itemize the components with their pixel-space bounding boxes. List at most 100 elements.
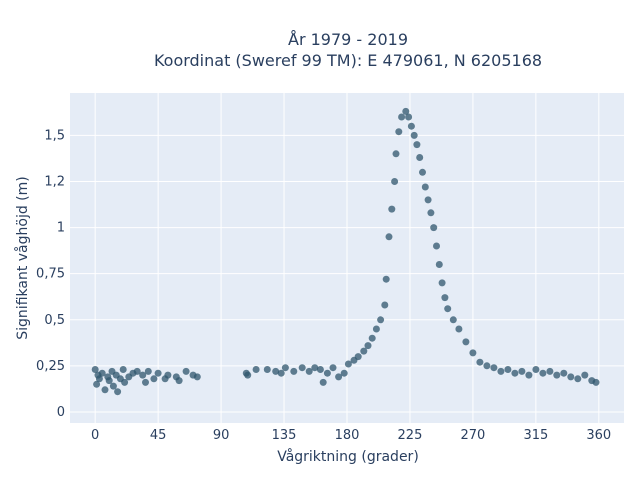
data-point: [567, 373, 575, 381]
data-point: [372, 325, 380, 333]
data-point: [335, 373, 343, 381]
data-point: [93, 380, 101, 388]
data-point: [433, 242, 440, 250]
data-point: [144, 367, 152, 375]
x-tick-label: 180: [335, 428, 360, 443]
x-tick-label: 270: [460, 428, 485, 443]
data-point: [449, 316, 457, 324]
data-point: [139, 371, 147, 379]
data-point: [398, 113, 406, 121]
y-tick-label: 1: [57, 221, 65, 236]
data-point: [560, 369, 568, 377]
data-point: [272, 367, 280, 375]
data-point: [392, 150, 400, 158]
data-point: [427, 209, 435, 217]
data-point: [430, 224, 438, 232]
data-point: [497, 367, 505, 375]
data-point: [244, 371, 252, 379]
data-point: [298, 364, 306, 372]
data-point: [175, 377, 183, 385]
data-point: [91, 366, 99, 373]
y-axis-ticks: 0 0,25 0,5 0,75 1 1,2 1,5: [36, 128, 65, 420]
data-point: [504, 366, 512, 373]
data-point: [518, 367, 526, 375]
data-point: [382, 275, 390, 283]
data-point: [395, 128, 403, 136]
x-tick-label: 45: [150, 428, 167, 443]
data-point: [364, 342, 372, 350]
data-point: [150, 375, 158, 383]
data-point: [305, 367, 313, 375]
data-point: [360, 347, 368, 355]
data-point: [133, 367, 141, 375]
data-point: [98, 369, 106, 377]
data-point: [455, 325, 463, 333]
data-point: [546, 367, 554, 375]
data-point: [483, 362, 491, 370]
data-point: [553, 371, 561, 379]
data-point: [419, 168, 426, 176]
data-point: [95, 375, 103, 383]
data-point: [490, 364, 498, 372]
data-point: [344, 360, 352, 368]
data-point: [402, 107, 410, 115]
data-point: [511, 369, 519, 377]
data-point: [121, 378, 129, 386]
data-point: [424, 196, 432, 204]
data-point: [438, 279, 446, 287]
y-tick-label: 0,25: [36, 359, 65, 374]
data-point: [581, 371, 589, 379]
data-point: [109, 382, 117, 390]
data-point: [319, 378, 327, 386]
data-point: [525, 371, 533, 379]
data-point: [193, 373, 201, 381]
y-tick-label: 1,5: [44, 128, 65, 143]
data-point: [114, 388, 122, 396]
data-point: [388, 205, 396, 213]
x-tick-label: 315: [523, 428, 548, 443]
data-point: [340, 369, 348, 377]
data-point: [323, 369, 331, 377]
x-tick-label: 135: [272, 428, 297, 443]
scatter-points: [91, 107, 600, 396]
data-point: [164, 371, 172, 379]
data-point: [385, 233, 393, 241]
data-point: [277, 369, 285, 377]
data-point: [329, 364, 337, 372]
data-point: [142, 378, 149, 386]
data-point: [592, 378, 600, 386]
data-point: [416, 154, 424, 161]
x-axis-ticks: 0 45 90 135 180 225 270 315 360: [91, 428, 611, 443]
data-point: [469, 349, 477, 357]
y-tick-label: 0,5: [44, 313, 65, 328]
x-axis-title: Vågriktning (grader): [277, 448, 419, 465]
chart-subtitle: Koordinat (Sweref 99 TM): E 479061, N 62…: [154, 51, 542, 70]
data-point: [311, 364, 319, 372]
data-point: [101, 386, 109, 394]
data-point: [413, 141, 421, 149]
y-axis-title: Signifikant våghöjd (m): [14, 176, 31, 339]
data-point: [444, 305, 452, 313]
x-tick-label: 90: [213, 428, 230, 443]
data-point: [410, 131, 418, 139]
y-tick-label: 0,75: [36, 267, 65, 282]
data-point: [381, 301, 389, 309]
data-point: [539, 369, 547, 377]
data-point: [574, 375, 582, 383]
data-point: [476, 358, 484, 366]
data-point: [441, 294, 449, 302]
data-point: [354, 353, 362, 361]
y-tick-label: 0: [57, 405, 65, 420]
data-point: [252, 366, 260, 373]
data-point: [377, 316, 385, 324]
data-point: [435, 261, 443, 268]
data-point: [105, 377, 113, 385]
x-tick-label: 225: [398, 428, 423, 443]
data-point: [407, 122, 415, 130]
data-point: [182, 367, 190, 375]
data-point: [316, 366, 324, 373]
x-tick-label: 0: [91, 428, 99, 443]
data-point: [281, 364, 289, 372]
